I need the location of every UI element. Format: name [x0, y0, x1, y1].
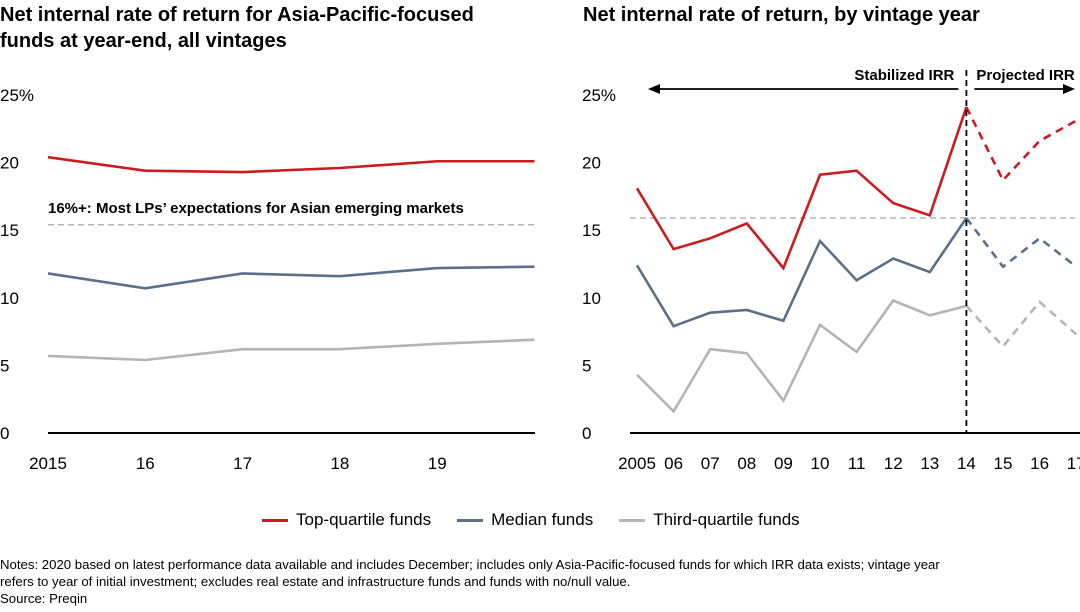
notes-line-1: Notes: 2020 based on latest performance … — [0, 557, 940, 572]
legend-label-third-quartile: Third-quartile funds — [653, 510, 800, 529]
right-x-tick-label: 07 — [701, 454, 720, 473]
notes-line-2: refers to year of initial investment; ex… — [0, 574, 631, 589]
right-x-tick-label: 2005 — [618, 454, 656, 473]
stabilized-irr-label: Stabilized IRR — [854, 67, 954, 84]
right-y-tick-label: 20 — [582, 154, 601, 173]
left-reference-label: 16%+: Most LPs’ expectations for Asian e… — [48, 200, 464, 217]
right-y-tick-label: 15 — [582, 221, 601, 240]
right-y-tick-label: 25% — [582, 86, 616, 105]
right-series-line-top-quartile-projected — [965, 106, 1077, 183]
left-x-tick-label: 2015 — [29, 454, 67, 473]
legend-label-top-quartile: Top-quartile funds — [296, 510, 432, 529]
left-y-tick-label: 20 — [0, 154, 19, 173]
legend-item-top-quartile: Top-quartile funds — [262, 510, 431, 530]
left-y-tick-label: 15 — [0, 221, 19, 240]
right-series-line-third-quartile-projected — [965, 299, 1078, 349]
right-x-tick-label: 14 — [957, 454, 976, 473]
left-y-tick-label: 10 — [0, 289, 19, 308]
right-x-tick-label: 17 — [1067, 454, 1080, 473]
left-chart-title-line-1: Net internal rate of return for Asia-Pac… — [0, 4, 474, 26]
left-series-line-third-quartile — [47, 338, 535, 362]
left-x-tick-label: 16 — [136, 454, 155, 473]
stabilized-arrow-head — [648, 84, 660, 94]
projected-irr-label: Projected IRR — [976, 67, 1075, 84]
legend-item-third-quartile: Third-quartile funds — [619, 510, 800, 530]
left-chart-title: Net internal rate of return for Asia-Pac… — [0, 2, 474, 54]
left-x-tick-label: 19 — [428, 454, 447, 473]
right-x-tick-label: 08 — [737, 454, 756, 473]
legend-swatch-top-quartile — [262, 518, 288, 522]
projected-arrow-head — [1063, 84, 1075, 94]
legend: Top-quartile funds Median funds Third-qu… — [262, 510, 826, 530]
right-y-tick-label: 0 — [582, 424, 591, 443]
left-y-tick-label: 0 — [0, 424, 9, 443]
right-x-tick-label: 11 — [848, 454, 866, 473]
legend-item-median: Median funds — [457, 510, 593, 530]
right-y-tick-label: 10 — [582, 289, 601, 308]
legend-swatch-median — [457, 518, 484, 522]
legend-label-median: Median funds — [491, 510, 594, 529]
left-series-line-median — [47, 265, 535, 290]
right-x-tick-label: 06 — [664, 454, 683, 473]
right-y-tick-label: 5 — [582, 356, 591, 375]
left-x-tick-label: 17 — [233, 454, 252, 473]
right-x-tick-label: 13 — [920, 454, 939, 473]
left-series-line-top-quartile — [47, 155, 535, 174]
right-x-tick-label: 12 — [884, 454, 903, 473]
right-x-tick-label: 15 — [994, 454, 1013, 473]
right-series-line-top-quartile-stabilized — [635, 106, 968, 271]
left-chart-title-line-2: funds at year-end, all vintages — [0, 30, 287, 52]
right-x-tick-label: 10 — [811, 454, 830, 473]
left-y-tick-label: 5 — [0, 356, 9, 375]
right-x-tick-label: 09 — [774, 454, 793, 473]
legend-swatch-third-quartile — [619, 518, 646, 522]
right-series-line-median-projected — [965, 217, 1077, 269]
left-y-tick-label: 25% — [0, 86, 34, 105]
right-x-tick-label: 16 — [1030, 454, 1049, 473]
left-x-tick-label: 18 — [330, 454, 349, 473]
right-series-line-third-quartile-stabilized — [636, 298, 967, 414]
footnotes: Notes: 2020 based on latest performance … — [0, 556, 1080, 607]
right-chart-title: Net internal rate of return, by vintage … — [583, 4, 980, 26]
source-line: Source: Preqin — [0, 591, 88, 606]
right-series-line-median-stabilized — [635, 217, 968, 328]
